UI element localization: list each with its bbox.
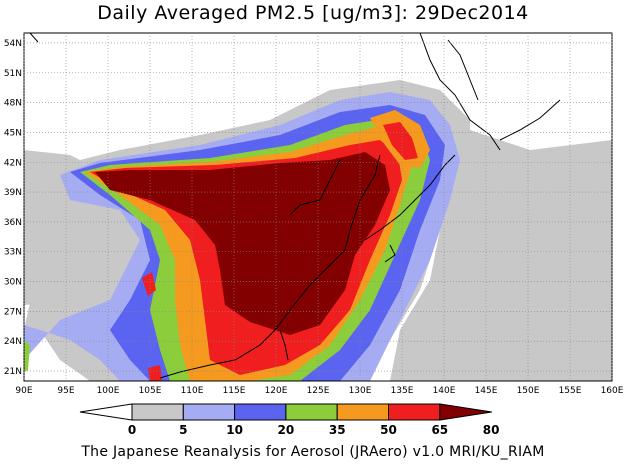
colorbar-label: 10: [226, 423, 243, 437]
footer-caption: The Japanese Reanalysis for Aerosol (JRA…: [81, 444, 545, 460]
lon-tick-label: 130E: [349, 386, 372, 396]
lon-tick-label: 90E: [15, 386, 32, 396]
lat-tick-label: 48N: [4, 99, 22, 109]
lon-tick-label: 150E: [517, 386, 540, 396]
colorbar-label: 0: [128, 423, 136, 437]
colorbar-segment: [336, 403, 390, 421]
lon-tick-label: 110E: [181, 386, 204, 396]
lon-tick-label: 155E: [559, 386, 582, 396]
darkred-region: [95, 152, 390, 335]
lat-tick-label: 27N: [4, 307, 22, 317]
colorbar-min-arrow: [79, 403, 133, 421]
green-sw-corner: [24, 340, 30, 372]
lat-tick-label: 24N: [4, 337, 22, 347]
colorbar-label: 50: [380, 423, 397, 437]
colorbar-label: 20: [278, 423, 295, 437]
lat-tick-label: 21N: [4, 367, 22, 377]
lon-tick-label: 100E: [97, 386, 120, 396]
colorbar-label: 80: [483, 423, 500, 437]
lon-tick-label: 140E: [433, 386, 456, 396]
lat-tick-label: 54N: [4, 39, 22, 49]
lon-tick-label: 125E: [307, 386, 330, 396]
lat-tick-label: 30N: [4, 278, 22, 288]
colorbar-segment: [131, 403, 184, 421]
hotspot-sw: [142, 272, 156, 296]
colorbar-label: 65: [431, 423, 448, 437]
colorbar-max-arrow: [439, 403, 492, 421]
colorbar: 0 5 10 20 35 50 65 80: [79, 403, 500, 437]
lat-tick-label: 36N: [4, 218, 22, 228]
lon-tick-label: 115E: [223, 386, 246, 396]
lat-tick-label: 42N: [4, 158, 22, 168]
lon-tick-label: 95E: [57, 386, 74, 396]
hotspot-ne-red: [383, 122, 418, 160]
lat-tick-label: 45N: [4, 128, 22, 138]
lat-tick-label: 39N: [4, 188, 22, 198]
colorbar-segment: [388, 403, 441, 421]
gridlines: [23, 33, 613, 381]
lon-tick-label: 160E: [601, 386, 624, 396]
lat-tick-label: 33N: [4, 248, 22, 258]
concentration-field: [24, 80, 612, 381]
colorbar-segment: [285, 403, 338, 421]
grey-region-east: [390, 130, 612, 381]
lon-tick-label: 120E: [265, 386, 288, 396]
latitude-labels: 21N 24N 27N 30N 33N 36N 39N 42N 45N 48N 51N 54N: [4, 39, 22, 377]
colorbar-label: 35: [329, 423, 346, 437]
lat-tick-label: 51N: [4, 69, 22, 79]
colorbar-segment: [234, 403, 287, 421]
lon-tick-label: 135E: [391, 386, 414, 396]
colorbar-segment: [182, 403, 236, 421]
hotspot-s: [148, 365, 162, 381]
colorbar-label: 5: [179, 423, 187, 437]
longitude-labels: 90E 95E 100E 105E 110E 115E 120E 125E 130E 135E 14…: [15, 386, 623, 396]
lon-tick-label: 105E: [139, 386, 162, 396]
map-title: Daily Averaged PM2.5 [ug/m3]: 29Dec2014: [97, 2, 529, 24]
lon-tick-label: 145E: [475, 386, 498, 396]
coastlines: [29, 33, 561, 379]
